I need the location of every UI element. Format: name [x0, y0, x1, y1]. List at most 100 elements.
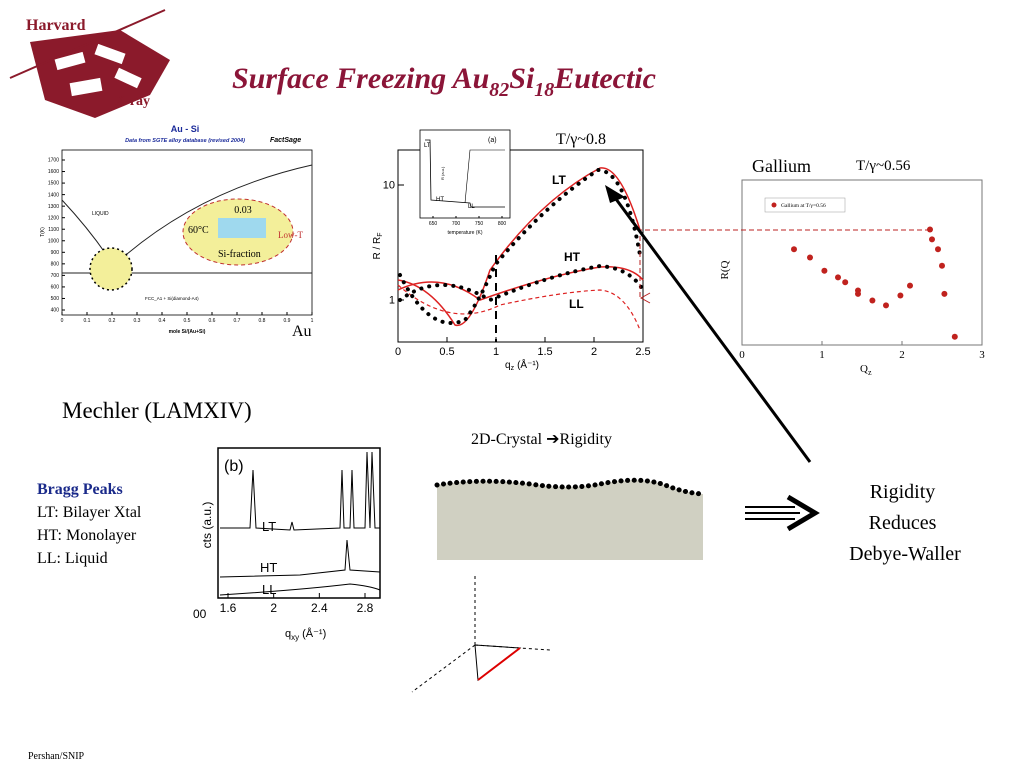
x-tick-label: 3 — [979, 349, 985, 361]
y-tick-label: 1500 — [48, 181, 59, 187]
label-part: q — [505, 360, 511, 371]
bragg-figure: (b) LT HT LL cts (a.u.) 00 qxy (Å⁻¹) 1.6 2… — [193, 447, 381, 642]
x-tick-label: 700 — [452, 221, 461, 227]
x-tick-label: 2 — [591, 346, 597, 358]
panel-label: (b) — [224, 458, 244, 475]
x-tick-label: 0 — [61, 318, 64, 324]
x-tick-label: 1 — [311, 318, 314, 324]
substrate — [437, 480, 703, 560]
notes-line: HT: Monolayer — [37, 527, 137, 544]
curve-label: LT — [262, 519, 276, 534]
data-point — [941, 290, 948, 297]
x-tick-label: 0.2 — [109, 318, 116, 324]
curve-label: LL — [262, 582, 276, 597]
pointer-head — [605, 185, 625, 203]
inset-label: 60°C — [188, 225, 209, 236]
data-dots — [398, 167, 642, 325]
y-tick-label: 1700 — [48, 158, 59, 164]
curve-label: HT — [564, 250, 581, 264]
title-part: Si — [509, 62, 535, 95]
y-tick-label: 1200 — [48, 215, 59, 221]
annotation: T/γ~0.56 — [856, 158, 911, 174]
region-label: FCC_A1 + Si(diamond-A4) — [145, 296, 199, 301]
double-arrow — [745, 494, 820, 532]
data-dots — [398, 263, 645, 303]
data-point — [927, 226, 933, 233]
label-part: (Å⁻¹) — [517, 358, 539, 371]
x-tick-label: 2.5 — [635, 346, 650, 358]
y-tick-label: 900 — [51, 250, 60, 256]
trace — [219, 539, 381, 578]
inset-label: Low-T — [278, 230, 303, 240]
label-sub: z — [868, 368, 872, 377]
x-tick-label: 0 — [739, 349, 745, 361]
x-tick-label: 0.4 — [159, 318, 166, 324]
x-tick-label: 0.1 — [84, 318, 91, 324]
axis-label: R / RF — [372, 232, 384, 259]
x-tick-label: 1 — [819, 349, 825, 361]
pointer-arrow — [611, 194, 812, 463]
y-tick-label: 400 — [51, 308, 60, 314]
clipped-tick: 00 — [193, 607, 207, 621]
axis-label: mole Si/(Au+Si) — [169, 329, 206, 335]
plot-frame — [397, 149, 644, 343]
label-part: 2D-Crystal — [471, 431, 546, 448]
notes-line: LT: Bilayer Xtal — [37, 504, 142, 521]
connector-head — [639, 292, 651, 304]
logo-text: Harvard — [26, 17, 86, 34]
title-part: Surface Freezing Au — [232, 62, 489, 95]
figure-title: Au - Si — [171, 124, 200, 134]
data-point — [951, 333, 958, 340]
data-point — [897, 292, 904, 299]
vector — [477, 647, 521, 681]
y-tick-label: 1 — [389, 295, 395, 307]
arrow-glyph: ➔ — [546, 429, 559, 448]
title-sub: 18 — [534, 79, 554, 101]
x-tick-label: 0 — [395, 346, 401, 358]
x-tick-label: 2 — [899, 349, 905, 361]
trace — [220, 451, 380, 531]
y-tick-label: 800 — [51, 262, 60, 268]
data-point — [835, 274, 841, 281]
phase-diagram: Au - Si Data from SGTE alloy database (r… — [38, 122, 318, 340]
curve-label: LT — [552, 173, 566, 187]
plot-frame — [741, 179, 983, 346]
reflectivity-figure: T/γ~0.8 LT HT LL R / RF qz (Å⁻¹) (a) LT H… — [372, 129, 651, 372]
figure-title: Gallium — [752, 156, 811, 176]
axis-label: T(K) — [40, 227, 46, 237]
y-tick-label: 600 — [51, 285, 60, 291]
liquidus — [61, 164, 313, 261]
fit-curve — [397, 284, 641, 331]
logo: Harvard X-ray — [9, 9, 170, 118]
x-tick-label: 650 — [429, 221, 438, 227]
highlight — [89, 247, 133, 291]
conclusion-line: Debye-Waller — [849, 543, 961, 565]
y-tick-label: 1100 — [48, 227, 59, 233]
inset-curve-label: HT — [436, 197, 444, 203]
atom-row — [434, 477, 706, 497]
x-tick-label: 2.4 — [311, 601, 328, 615]
inset-curve-label: LT — [424, 143, 431, 149]
label-part: Q — [860, 363, 868, 375]
legend-label: Gallium at T/γ=0.56 — [781, 203, 826, 209]
label-part: R / R — [372, 237, 383, 260]
x-tick-label: 0.7 — [234, 318, 241, 324]
side-label: Au — [292, 323, 312, 340]
x-tick-label: 800 — [498, 221, 507, 227]
inset-curve-label: LL — [468, 204, 475, 210]
notes-heading: Bragg Peaks — [37, 481, 123, 498]
inset-axis-label: temperature (K) — [447, 230, 482, 236]
reference: Mechler (LAMXIV) — [62, 398, 252, 423]
data-point — [869, 297, 876, 304]
vector-sketch — [474, 644, 522, 681]
title-sub: 82 — [489, 79, 509, 101]
x-tick-label: 2 — [270, 601, 277, 615]
notes-line: LL: Liquid — [37, 550, 108, 567]
data-point — [907, 282, 913, 289]
logo-text: X-ray — [115, 94, 150, 109]
y-tick-label: 1600 — [48, 169, 59, 175]
fit-curve — [397, 266, 644, 301]
label-part: Rigidity — [560, 431, 612, 448]
data-point — [855, 290, 861, 297]
